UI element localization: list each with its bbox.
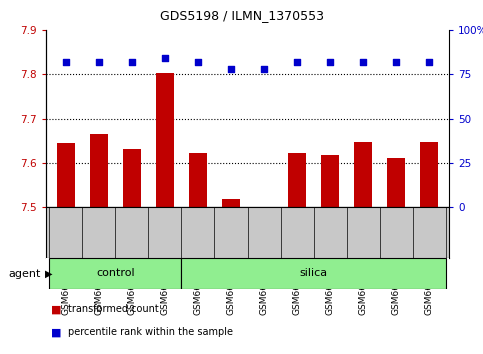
Bar [288,153,306,207]
Point [426,59,433,65]
Bar [182,258,446,289]
Bar [387,158,405,207]
Bar [354,142,372,207]
Text: transformed count: transformed count [68,304,158,314]
Text: control: control [96,268,135,279]
Text: GDS5198 / ILMN_1370553: GDS5198 / ILMN_1370553 [159,9,324,22]
Point [227,66,235,72]
Bar [156,74,174,207]
Point [128,59,136,65]
Point [327,59,334,65]
Text: silica: silica [299,268,328,279]
Point [194,59,202,65]
Bar [57,143,75,207]
Point [62,59,70,65]
Point [95,59,103,65]
Text: ▶: ▶ [45,269,53,279]
Point [260,66,268,72]
Bar [123,149,141,207]
Point [161,56,169,61]
Bar [321,155,339,207]
Bar [222,199,240,207]
Text: percentile rank within the sample: percentile rank within the sample [68,327,233,337]
Bar [90,134,108,207]
Bar [49,258,182,289]
Text: ■: ■ [51,327,61,337]
Text: ■: ■ [51,304,61,314]
Point [359,59,367,65]
Text: agent: agent [9,269,41,279]
Bar [420,142,439,207]
Bar [189,153,207,207]
Point [392,59,400,65]
Point [293,59,301,65]
